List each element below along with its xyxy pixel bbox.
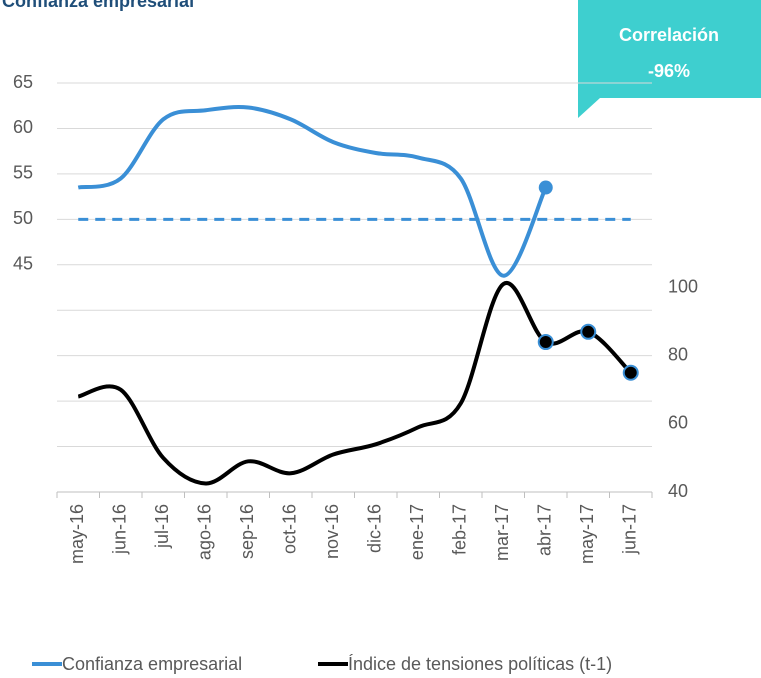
annotation-text: Correlación: [619, 25, 719, 45]
x-tick-label: dic-16: [365, 504, 385, 553]
series-marker: [580, 323, 597, 340]
series-line: [77, 105, 548, 278]
x-tick-label: ago-16: [195, 504, 215, 560]
y-tick-label: 55: [13, 163, 33, 183]
series-marker: [538, 180, 553, 195]
legend-label: Confianza empresarial: [62, 654, 242, 674]
x-tick-label: nov-16: [322, 504, 342, 559]
y2-tick-label: 60: [668, 413, 688, 433]
y2-tick-label: 80: [668, 344, 688, 364]
y2-tick-label: 100: [668, 276, 698, 296]
y2-tick-label: 40: [668, 481, 688, 501]
x-tick-label: sep-16: [237, 504, 257, 559]
legend-label: Índice de tensiones políticas (t-1): [348, 654, 612, 674]
x-tick-label: may-17: [577, 504, 597, 564]
x-tick-label: mar-17: [492, 504, 512, 561]
annotation-shape: [578, 0, 761, 118]
y-tick-label: 50: [13, 208, 33, 228]
x-tick-label: abr-17: [535, 504, 555, 556]
x-tick-label: jul-16: [152, 504, 172, 549]
x-tick-label: may-16: [67, 504, 87, 564]
y-tick-label: 60: [13, 117, 33, 137]
series-line: [77, 281, 633, 486]
y-tick-label: 45: [13, 254, 33, 274]
x-tick-label: ene-17: [407, 504, 427, 560]
series-marker: [537, 334, 554, 351]
series-marker: [622, 364, 639, 381]
x-tick-label: oct-16: [280, 504, 300, 554]
x-tick-label: jun-17: [620, 504, 640, 555]
annotation-text: -96%: [648, 61, 690, 81]
x-tick-label: jun-16: [110, 504, 130, 555]
y-tick-label: 65: [13, 72, 33, 92]
chart-title: Confianza empresarial: [2, 0, 194, 11]
annotation-box: Correlación -96%: [578, 0, 761, 118]
x-tick-label: feb-17: [450, 504, 470, 555]
